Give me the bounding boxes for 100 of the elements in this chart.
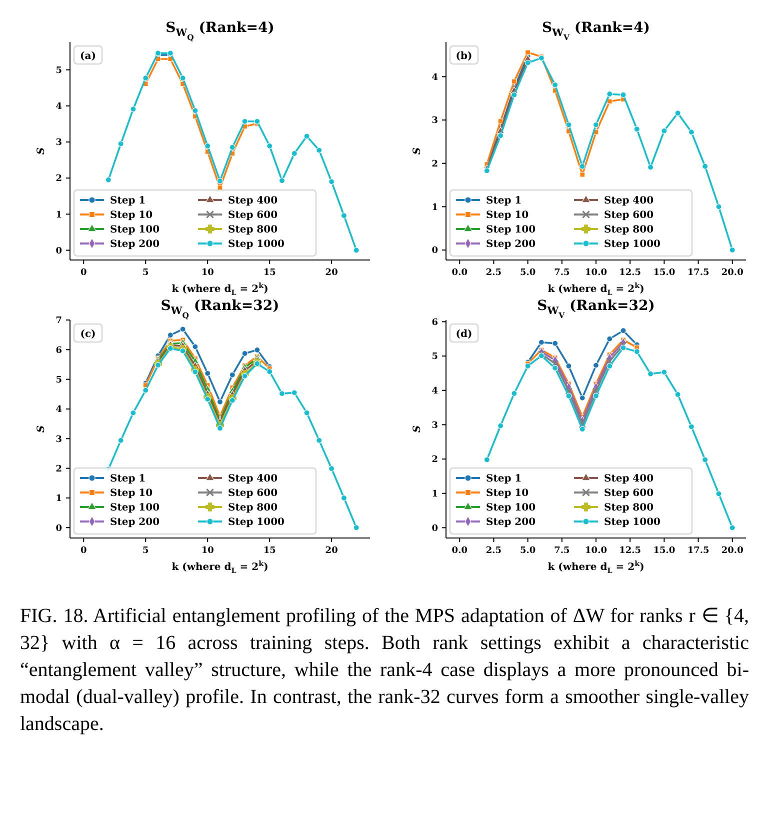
y-tick-label: 2 xyxy=(432,160,438,170)
panel-label-box: (c) xyxy=(74,324,102,342)
x-tick-label: 12.5 xyxy=(619,546,642,556)
y-tick-label: 1 xyxy=(56,494,62,504)
x-tick-label: 5.0 xyxy=(520,546,536,556)
x-tick-label: 10 xyxy=(201,546,214,556)
annotation: (c) xyxy=(80,329,96,340)
y-tick-label: 3 xyxy=(432,116,438,126)
legend-label: Step 400 xyxy=(228,196,278,206)
legend-label: Step 400 xyxy=(604,196,654,206)
y-tick-label: 0 xyxy=(56,246,62,256)
legend-label: Step 1 xyxy=(110,196,146,206)
y-tick-label: 6 xyxy=(56,346,62,356)
legend-label: Step 10 xyxy=(110,210,153,221)
legend-label: Step 1000 xyxy=(228,517,285,528)
legend-label: Step 200 xyxy=(486,517,536,528)
x-axis-title: k (where d$_{L}$ = 2$^{k}$) xyxy=(548,559,644,575)
x-axis-title: k (where d$_{L}$ = 2$^{k}$) xyxy=(172,559,268,575)
legend-label: Step 800 xyxy=(228,502,278,514)
x-tick-label: 20 xyxy=(325,546,338,556)
annotation: (d) xyxy=(456,329,472,340)
x-tick-label: 2.5 xyxy=(486,268,502,278)
x-axis-title: k (where d$_{L}$ = 2$^{k}$) xyxy=(172,281,268,297)
y-axis-title: S xyxy=(36,147,47,155)
x-tick-label: 15.0 xyxy=(653,546,676,556)
legend-label: Step 600 xyxy=(228,210,278,221)
legend-label: Step 200 xyxy=(486,239,536,250)
legend-label: Step 1 xyxy=(110,474,146,484)
x-tick-label: 10.0 xyxy=(585,546,607,556)
x-tick-label: 5.0 xyxy=(520,268,536,278)
panel-label-box: (d) xyxy=(450,324,478,342)
x-tick-label: 15 xyxy=(263,268,276,278)
x-tick-label: 20.0 xyxy=(721,268,744,278)
annotation: (b) xyxy=(456,51,472,62)
x-tick-label: 17.5 xyxy=(687,268,710,278)
y-tick-label: 7 xyxy=(56,316,62,326)
y-tick-label: 2 xyxy=(432,455,438,466)
x-tick-label: 15 xyxy=(263,546,276,556)
y-tick-label: 6 xyxy=(432,318,438,328)
y-tick-label: 3 xyxy=(56,434,62,445)
y-tick-label: 2 xyxy=(56,464,62,474)
legend-label: Step 1000 xyxy=(228,239,285,250)
legend-label: Step 1000 xyxy=(604,517,661,528)
x-tick-label: 0.0 xyxy=(452,268,468,278)
y-tick-label: 5 xyxy=(56,375,62,386)
x-tick-label: 20.0 xyxy=(721,546,744,556)
y-tick-label: 0 xyxy=(56,524,62,534)
legend-label: Step 10 xyxy=(110,488,153,499)
legend-label: Step 600 xyxy=(228,488,278,499)
y-tick-label: 0 xyxy=(432,246,438,256)
legend-label: Step 600 xyxy=(604,488,654,499)
legend-label: Step 1 xyxy=(486,474,522,484)
y-tick-label: 1 xyxy=(56,210,62,220)
x-tick-label: 7.5 xyxy=(554,546,570,556)
legend-label: Step 400 xyxy=(228,474,278,484)
panel-label-box: (b) xyxy=(450,46,478,64)
y-tick-label: 4 xyxy=(432,386,438,397)
x-axis-title: k (where d$_{L}$ = 2$^{k}$) xyxy=(548,281,644,297)
x-tick-label: 0.0 xyxy=(452,546,468,556)
x-tick-label: 5 xyxy=(142,546,149,556)
legend-label: Step 200 xyxy=(110,517,160,528)
y-tick-label: 1 xyxy=(432,202,438,213)
legend-label: Step 100 xyxy=(110,502,160,514)
y-tick-label: 2 xyxy=(56,174,62,184)
x-tick-label: 12.5 xyxy=(619,268,642,278)
y-tick-label: 4 xyxy=(432,72,438,83)
y-tick-label: 0 xyxy=(432,524,438,534)
legend-label: Step 200 xyxy=(110,239,160,250)
y-tick-label: 1 xyxy=(432,490,438,500)
legend-label: Step 10 xyxy=(486,210,529,221)
legend-label: Step 800 xyxy=(604,502,654,514)
y-tick-label: 5 xyxy=(432,352,438,362)
y-tick-label: 3 xyxy=(56,138,62,148)
x-tick-label: 0 xyxy=(80,268,87,278)
legend-label: Step 10 xyxy=(486,488,529,499)
x-tick-label: 5 xyxy=(142,268,149,278)
x-tick-label: 0 xyxy=(80,546,87,556)
y-axis-title: S xyxy=(36,425,47,433)
legend-label: Step 400 xyxy=(604,474,654,484)
x-tick-label: 7.5 xyxy=(554,268,570,278)
y-tick-label: 5 xyxy=(56,66,62,76)
legend-label: Step 1 xyxy=(486,196,522,206)
annotation: (a) xyxy=(80,51,96,62)
x-tick-label: 10.0 xyxy=(585,268,607,278)
legend-label: Step 100 xyxy=(110,224,160,236)
legend-label: Step 100 xyxy=(486,224,536,236)
x-tick-label: 15.0 xyxy=(653,268,676,278)
x-tick-label: 10 xyxy=(201,268,214,278)
legend-label: Step 600 xyxy=(604,210,654,221)
caption: FIG. 18. Artificial entanglement profiling of the MPS adaptation of ΔW for ranks r ∈ {4, 32} with α = 16 across training steps. Both rank settings exhibit a characteristic “entanglement valley” structure, while the rank-4 case displays a more pronounced bi-modal (dual-valley) profile. In contrast, the rank-32 curves form a smoother single-valley landscape. xyxy=(19,604,750,737)
panel-label-box: (a) xyxy=(74,46,102,64)
x-tick-label: 20 xyxy=(325,268,338,278)
x-tick-label: 17.5 xyxy=(687,546,710,556)
legend-label: Step 800 xyxy=(604,224,654,236)
y-axis-title: S xyxy=(412,147,423,155)
y-tick-label: 3 xyxy=(432,420,438,431)
legend-label: Step 100 xyxy=(486,502,536,514)
legend-label: Step 800 xyxy=(228,224,278,236)
x-tick-label: 2.5 xyxy=(486,546,502,556)
y-axis-title: S xyxy=(412,425,423,433)
